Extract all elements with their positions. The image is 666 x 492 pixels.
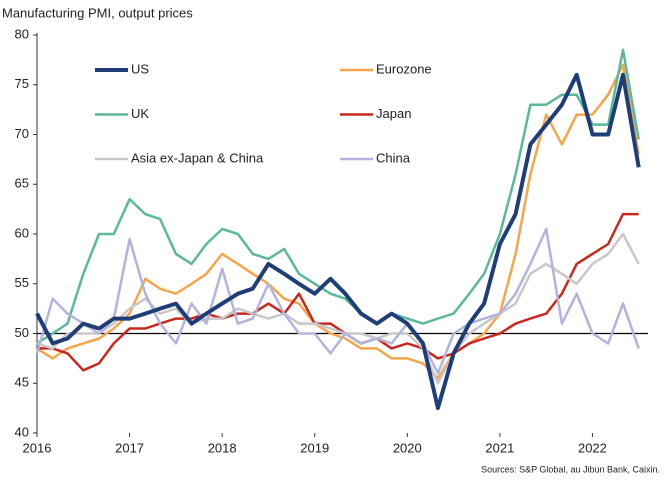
x-tick-label: 2018 — [208, 440, 237, 455]
y-tick-label: 55 — [15, 275, 29, 290]
x-tick-label: 2020 — [393, 440, 422, 455]
y-tick-label: 45 — [15, 375, 29, 390]
y-tick-label: 65 — [15, 176, 29, 191]
x-tick-label: 2019 — [300, 440, 329, 455]
x-tick-label: 2022 — [578, 440, 607, 455]
x-tick-label: 2017 — [115, 440, 144, 455]
chart-title: Manufacturing PMI, output prices — [2, 5, 193, 20]
legend-label: US — [131, 61, 149, 76]
series-line — [37, 212, 639, 372]
legend-label: Japan — [376, 106, 411, 121]
series-line — [36, 232, 640, 385]
series-line — [35, 72, 641, 411]
legend-label: UK — [131, 106, 149, 121]
series-line — [36, 63, 640, 380]
y-tick-label: 50 — [15, 325, 29, 340]
y-tick-label: 40 — [15, 424, 29, 439]
y-tick-label: 70 — [15, 126, 29, 141]
series-line — [35, 227, 640, 375]
source-note: Sources: S&P Global, au Jibun Bank, Caix… — [481, 464, 660, 474]
y-tick-label: 80 — [15, 26, 29, 41]
series-line — [36, 48, 640, 345]
legend-label: Eurozone — [376, 61, 432, 76]
legend-label: China — [376, 150, 411, 165]
x-tick-label: 2016 — [23, 440, 52, 455]
legend-label: Asia ex-Japan & China — [131, 150, 264, 165]
y-tick-label: 75 — [15, 76, 29, 91]
y-tick-label: 60 — [15, 225, 29, 240]
x-tick-label: 2021 — [485, 440, 514, 455]
